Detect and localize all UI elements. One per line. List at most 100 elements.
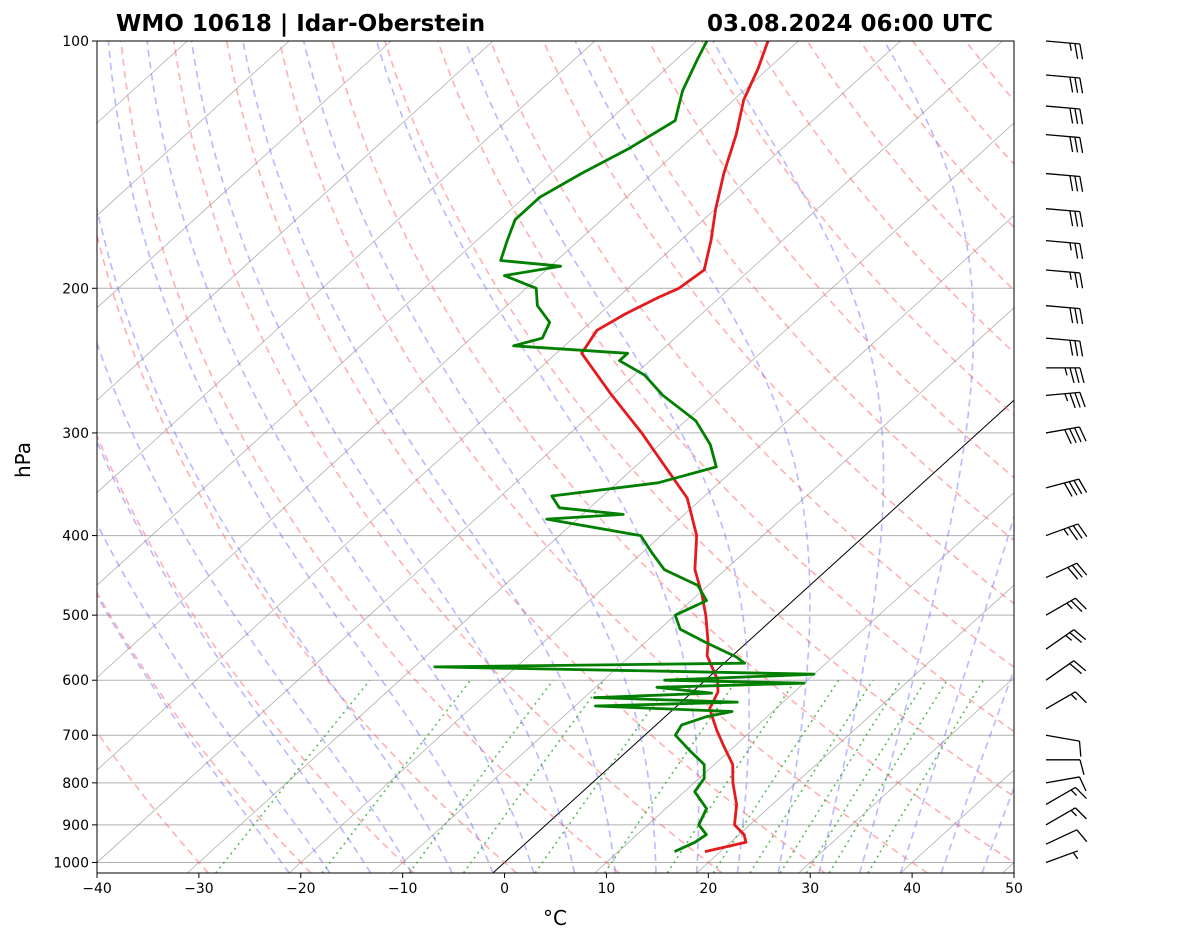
wind-barb-flag: [1069, 307, 1074, 324]
dry-adiabat-line: [97, 591, 312, 873]
wind-barb-half-flag: [1065, 634, 1073, 641]
moist-adiabat-line: [940, 667, 1014, 873]
wind-barb-staff: [1045, 562, 1078, 579]
wind-barb-flag: [1079, 392, 1086, 408]
wind-barb-flag: [1069, 663, 1083, 675]
mixing-ratio-line: [779, 679, 903, 873]
wind-barb-staff: [1045, 850, 1079, 864]
profiles-layer: [433, 41, 816, 853]
moist-adiabat-line: [190, 41, 576, 873]
wind-barb: [1045, 74, 1084, 94]
isotherm-line: [97, 41, 697, 586]
y-tick-label: 900: [62, 818, 89, 834]
wind-barb-staff: [1045, 208, 1080, 213]
wind-barb-flag: [1069, 367, 1075, 384]
wind-barb-flag: [1074, 367, 1080, 384]
wind-barb-flag: [1072, 525, 1083, 539]
wind-barb-staff: [1045, 40, 1080, 45]
isotherm-line: [97, 41, 901, 771]
isotherm-line: [187, 122, 1014, 873]
isotherm-line: [97, 41, 494, 401]
dry-adiabat-line: [437, 41, 1014, 733]
wind-barb: [1045, 478, 1088, 497]
wind-barb-staff: [1045, 786, 1076, 806]
wind-barb-flag: [1069, 210, 1074, 227]
moist-adiabat-line: [981, 785, 1014, 873]
wind-barb-flag: [1076, 829, 1088, 843]
wind-barb-staff: [1045, 391, 1080, 396]
moist-adiabat-line: [899, 514, 1014, 873]
y-axis-label: hPa: [11, 442, 35, 478]
wind-barb-staff: [1045, 305, 1080, 310]
isotherm-line: [97, 41, 799, 679]
wind-barb: [1045, 133, 1084, 153]
y-tick-label: 400: [62, 529, 89, 545]
zero-isotherm: [492, 399, 1014, 873]
moist-adiabat-line: [302, 41, 657, 873]
wind-barb-flag: [1079, 340, 1084, 357]
wind-barb: [1045, 660, 1087, 681]
x-tick-label: 20: [699, 881, 717, 897]
moist-adiabat-line: [107, 41, 494, 873]
y-tick-label: 500: [62, 608, 89, 624]
station-title: WMO 10618 | Idar-Oberstein: [116, 11, 485, 37]
dry-adiabat-line: [97, 730, 209, 873]
wind-barb: [1045, 776, 1087, 792]
wind-barb-staff: [1045, 829, 1078, 845]
wind-barb-flag: [1069, 136, 1074, 153]
wind-barb-flag: [1074, 691, 1087, 704]
x-tick-label: −40: [82, 881, 112, 897]
isotherm-line: [696, 584, 1014, 873]
wind-barb: [1045, 239, 1084, 260]
wind-barb-flag: [1068, 526, 1078, 541]
wind-barb-staff: [1045, 239, 1080, 245]
wind-barb: [1045, 807, 1087, 826]
y-tick-label: 300: [62, 426, 89, 442]
isotherm-line: [97, 41, 290, 216]
wind-barb-flag: [1074, 137, 1079, 153]
wind-barb-half-flag: [1069, 42, 1072, 51]
wind-barb-flag: [1079, 43, 1084, 60]
grid-layer: [97, 41, 1014, 873]
moist-adiabat-line: [146, 41, 535, 873]
wind-barb: [1046, 367, 1085, 384]
wind-barb: [1045, 305, 1084, 325]
wind-barb-flag: [1074, 175, 1079, 192]
moist-adiabat-line: [464, 41, 750, 873]
y-tick-label: 800: [62, 776, 89, 792]
mixing-ratio-line: [321, 679, 472, 873]
mixing-ratio-line: [462, 679, 605, 873]
x-tick-label: 40: [903, 881, 921, 897]
wind-barb-half-flag: [1069, 242, 1072, 251]
isotherm-line: [288, 214, 1014, 873]
wind-barb: [1045, 208, 1084, 228]
wind-barb-flag: [1073, 427, 1082, 443]
wind-barb-half-flag: [1066, 602, 1073, 610]
plot-frame: [96, 40, 1015, 874]
y-tick-label: 1000: [53, 855, 89, 871]
wind-barb-flag: [1074, 43, 1079, 59]
wind-barb-flag: [1078, 478, 1088, 493]
wind-barb: [1045, 829, 1088, 845]
wind-barb-flag: [1069, 428, 1077, 444]
wind-barb-flag: [1074, 597, 1087, 610]
wind-barb-flag: [1064, 429, 1072, 444]
wind-barb: [1045, 426, 1087, 444]
wind-barbs-layer: [1045, 40, 1088, 864]
wind-barb-half-flag: [1064, 393, 1069, 402]
wind-barb: [1045, 629, 1087, 650]
wind-barb-flag: [1079, 77, 1084, 94]
ticks-layer: −40 −30 −20 −10 0 10 20 30 40 50 1000 900 800 700 600 5…: [53, 34, 1023, 897]
y-tick-label: 600: [62, 673, 89, 689]
mixing-ratio-line: [749, 679, 874, 873]
wind-barb-staff: [1045, 269, 1080, 274]
moist-adiabat-line: [97, 521, 331, 873]
wind-barb-staff: [1045, 172, 1080, 178]
mixing-ratio-line: [603, 679, 738, 873]
wind-barb: [1045, 562, 1088, 580]
moist-adiabat-line: [858, 41, 975, 873]
wind-barb-staff: [1045, 133, 1080, 139]
dry-adiabat-line: [542, 41, 1014, 605]
wind-barb-flag: [1073, 629, 1087, 641]
